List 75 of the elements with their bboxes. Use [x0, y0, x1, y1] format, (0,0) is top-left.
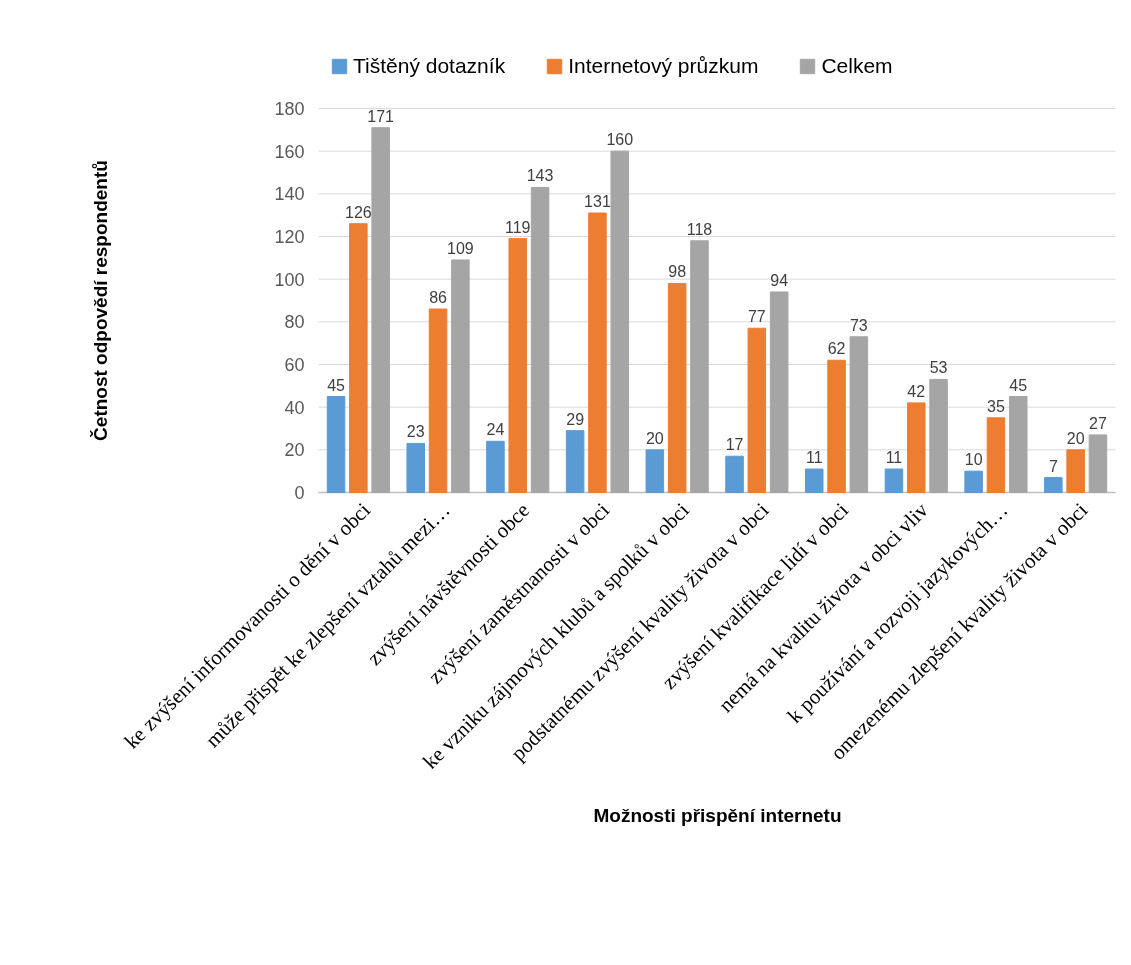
- data-label: 17: [725, 436, 744, 454]
- data-label: 86: [429, 289, 448, 307]
- data-label: 29: [566, 410, 585, 428]
- data-label: 23: [406, 423, 425, 441]
- data-label: 20: [1066, 429, 1085, 447]
- data-label: 53: [929, 359, 948, 377]
- data-label: 73: [849, 316, 868, 334]
- data-label: 131: [584, 193, 611, 211]
- y-tick-label: 160: [274, 141, 305, 162]
- bar: [769, 291, 789, 493]
- data-label: 10: [964, 451, 983, 469]
- data-label: 11: [885, 449, 903, 467]
- legend-label: Tištěný dotazník: [353, 54, 506, 78]
- data-label: 42: [907, 382, 926, 400]
- y-tick-label: 20: [284, 440, 305, 461]
- y-tick-label: 60: [284, 355, 305, 375]
- bar: [884, 468, 904, 493]
- y-tick-label: 80: [284, 312, 305, 333]
- data-label: 118: [686, 220, 713, 238]
- bar: [406, 442, 425, 493]
- bar: [451, 259, 470, 493]
- data-label: 143: [526, 167, 554, 185]
- x-axis-title: Možnosti přispění internetu: [593, 805, 842, 826]
- data-label: 45: [327, 376, 346, 394]
- bar: [349, 223, 368, 493]
- bar: [610, 150, 630, 493]
- y-tick-label: 40: [284, 397, 305, 418]
- data-label: 7: [1048, 457, 1058, 475]
- bar: [929, 378, 948, 493]
- data-label: 94: [770, 271, 789, 289]
- data-label: 45: [1009, 376, 1028, 394]
- bar: [725, 455, 744, 493]
- data-label: 24: [486, 421, 505, 439]
- data-label: 171: [367, 107, 395, 125]
- bar: [565, 430, 585, 493]
- bar: [326, 396, 346, 493]
- y-tick-label: 120: [274, 227, 305, 247]
- data-label: 77: [747, 308, 766, 326]
- y-tick-label: 180: [274, 99, 305, 119]
- bar: [588, 212, 607, 493]
- legend-label: Celkem: [821, 54, 893, 78]
- y-tick-label: 0: [294, 483, 305, 503]
- y-axis-title: Četnost odpovědí respondentů: [90, 160, 111, 441]
- bar: [747, 327, 767, 493]
- bar: [849, 336, 869, 493]
- bar: [645, 449, 665, 493]
- data-label: 35: [987, 397, 1005, 415]
- bar: [371, 127, 390, 493]
- bar: [986, 417, 1006, 493]
- y-tick-label: 100: [274, 269, 305, 290]
- bar: [1044, 477, 1063, 493]
- data-label: 126: [345, 203, 372, 221]
- data-label: 62: [827, 340, 846, 358]
- bar: [1088, 434, 1108, 493]
- data-label: 98: [668, 263, 687, 281]
- data-label: 11: [805, 449, 823, 467]
- data-label: 20: [645, 429, 664, 447]
- bar: [1066, 449, 1085, 493]
- bar: [508, 238, 528, 493]
- data-label: 109: [447, 239, 474, 257]
- bar: [486, 440, 505, 493]
- bar: [690, 240, 709, 493]
- bar: [906, 402, 926, 493]
- bar: [1009, 396, 1028, 493]
- bar: [667, 282, 687, 493]
- y-tick-label: 140: [274, 184, 305, 205]
- bar: [804, 468, 824, 493]
- data-label: 27: [1089, 414, 1107, 432]
- data-label: 160: [606, 131, 634, 149]
- bar: [428, 308, 448, 493]
- bar: [827, 359, 846, 493]
- bar: [964, 470, 983, 493]
- bar: [530, 186, 550, 493]
- legend-label: Internetový průzkum: [568, 54, 759, 78]
- data-label: 119: [505, 218, 531, 236]
